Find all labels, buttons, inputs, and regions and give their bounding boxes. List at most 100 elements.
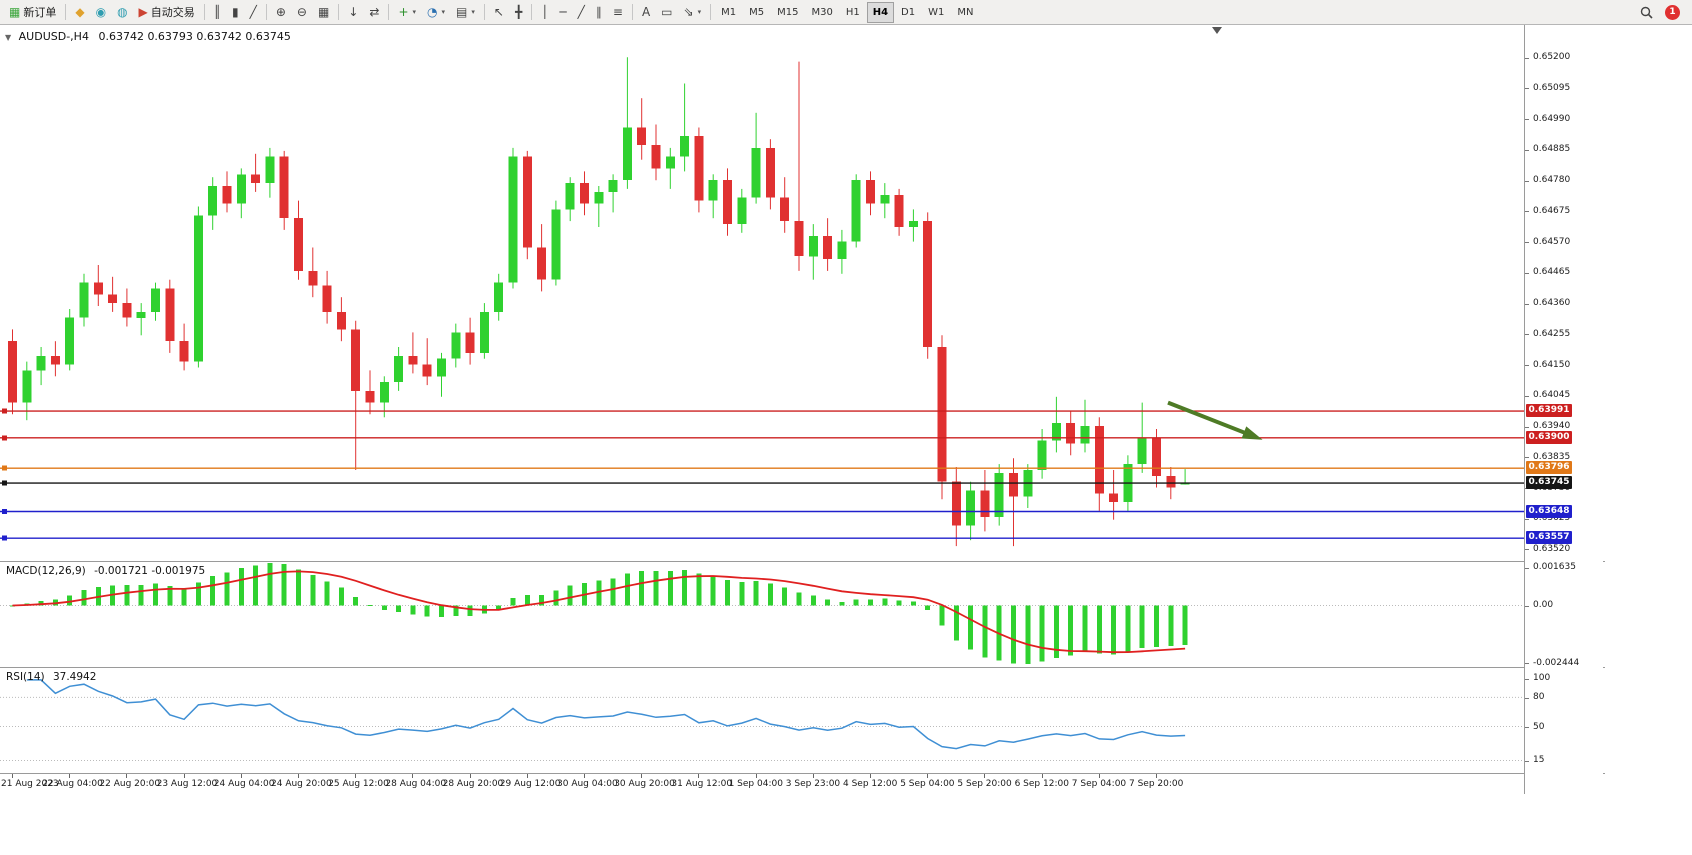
candlestick-mode-button[interactable]: ▮ — [227, 2, 244, 23]
axis-tick — [1525, 334, 1529, 336]
timeframe-m5-button[interactable]: M5 — [743, 2, 770, 23]
red-hline-lower[interactable] — [0, 435, 1524, 441]
period-button[interactable]: ◔ ▾ — [422, 2, 450, 23]
chart-shift-button[interactable]: ⇄ — [364, 2, 384, 23]
time-axis-label: 31 Aug 12:00 — [671, 779, 733, 789]
template-button[interactable]: ▤ ▾ — [451, 2, 480, 23]
price-axis-label: 0.64570 — [1533, 236, 1571, 247]
crosshair-button[interactable]: ╋ — [510, 2, 527, 23]
candle-body — [222, 186, 232, 204]
candle-body — [451, 332, 461, 359]
time-tick — [984, 774, 986, 778]
timeframe-h1-button[interactable]: H1 — [840, 2, 866, 23]
line-anchor-handle[interactable] — [2, 435, 7, 441]
timeframe-w1-button[interactable]: W1 — [922, 2, 950, 23]
cursor-button[interactable]: ↖ — [489, 2, 509, 23]
axis-tick — [1525, 727, 1529, 728]
timeframe-mn-button[interactable]: MN — [951, 2, 979, 23]
panel-separator[interactable] — [0, 773, 1605, 774]
search-icon — [1640, 6, 1653, 19]
line-anchor-handle[interactable] — [2, 509, 7, 514]
current-price-line[interactable] — [0, 480, 1524, 486]
time-tick — [412, 774, 414, 778]
bars-icon: ║ — [213, 5, 222, 19]
toolbar-separator — [203, 4, 205, 20]
profile-button[interactable]: ◉ — [91, 2, 111, 23]
rsi-scale-label: 50 — [1533, 721, 1545, 732]
trendline-button[interactable]: ╱ — [573, 2, 590, 23]
line-chart-mode-button[interactable]: ╱ — [245, 2, 262, 23]
text-tool-button[interactable]: A — [637, 2, 655, 23]
time-axis[interactable]: 21 Aug 2023 22 Aug 04:00 22 Aug 20:00 23 Au… — [0, 774, 1605, 794]
time-tick — [1098, 774, 1100, 778]
chart-shift-marker[interactable] — [1212, 27, 1222, 34]
price-axis-label: 0.63835 — [1533, 451, 1571, 462]
timeframe-h4-button[interactable]: H4 — [866, 1, 895, 23]
blue-hline-lower[interactable] — [0, 535, 1524, 541]
vertical-line-button[interactable]: │ — [536, 2, 553, 23]
time-tick — [698, 774, 700, 778]
trend-arrow-object[interactable] — [1167, 400, 1263, 440]
new-order-button[interactable]: ▦ 新订单 — [4, 2, 61, 23]
time-tick — [12, 774, 13, 778]
auto-scroll-button[interactable]: ↓ — [343, 2, 363, 23]
profile-icon: ◉ — [95, 5, 107, 19]
panel-separator[interactable] — [0, 667, 1605, 668]
blue-hline-upper[interactable] — [0, 509, 1524, 514]
red-hline-upper[interactable] — [0, 408, 1524, 414]
label-tool-button[interactable]: ▭ — [656, 2, 677, 23]
time-axis-label: 24 Aug 20:00 — [271, 779, 332, 789]
rsi-label: RSI(14) 37.4942 — [6, 671, 96, 683]
zoom-in-button[interactable]: ⊕ — [271, 2, 291, 23]
price-axis-label: 0.64045 — [1533, 390, 1571, 401]
candle-body — [22, 370, 32, 403]
equidistant-channel-button[interactable]: ∥ — [591, 2, 607, 23]
time-tick — [584, 774, 585, 778]
macd-panel[interactable]: MACD(12,26,9) -0.001721 -0.001975 — [0, 562, 1524, 667]
price-axis[interactable]: 0.65200 0.65095 0.64990 0.64885 0.64780 0.646… — [1525, 25, 1603, 794]
axis-tick — [1525, 760, 1529, 762]
axis-tick — [1525, 567, 1529, 569]
rsi-panel[interactable]: RSI(14) 37.4942 — [0, 668, 1524, 773]
candle-body — [923, 221, 933, 347]
axis-tick — [1525, 549, 1529, 551]
horizontal-line-button[interactable]: ─ — [554, 2, 571, 23]
new-chart-button[interactable]: + ▾ — [393, 2, 421, 23]
crosshair-icon: ╋ — [514, 5, 523, 19]
macd-values: -0.001721 -0.001975 — [94, 565, 206, 577]
line-anchor-handle[interactable] — [2, 480, 7, 486]
dropdown-caret-icon: ▾ — [697, 8, 702, 16]
timeframe-m15-button[interactable]: M15 — [771, 2, 804, 23]
fibonacci-icon: ≡ — [612, 5, 623, 19]
zoom-out-button[interactable]: ⊖ — [292, 2, 312, 23]
candle-body — [251, 174, 261, 184]
candle-body — [93, 282, 103, 295]
search-button[interactable] — [1635, 2, 1658, 23]
line-anchor-handle[interactable] — [2, 408, 7, 414]
time-axis-label: 30 Aug 04:00 — [557, 779, 618, 789]
tile-windows-button[interactable]: ▦ — [313, 2, 334, 23]
panel-separator[interactable] — [0, 561, 1605, 562]
charts-gallery-button[interactable]: ◆ — [70, 2, 89, 23]
candle-body — [622, 127, 632, 181]
rsi-name: RSI(14) — [6, 671, 45, 683]
line-anchor-handle[interactable] — [2, 535, 7, 541]
timeframe-m1-button[interactable]: M1 — [715, 2, 742, 23]
timeframe-d1-button[interactable]: D1 — [895, 2, 921, 23]
line-anchor-handle[interactable] — [2, 465, 7, 471]
timeframe-m30-button[interactable]: M30 — [805, 2, 838, 23]
symbol-caret-icon[interactable]: ▼ — [5, 33, 12, 42]
fibonacci-button[interactable]: ≡ — [608, 2, 628, 23]
diamond-icon: ◆ — [75, 5, 85, 19]
community-button[interactable]: ◍ — [112, 2, 132, 23]
orange-hline[interactable] — [0, 465, 1524, 471]
price-axis-label: 0.63520 — [1533, 543, 1571, 554]
dropdown-caret-icon: ▾ — [441, 8, 446, 16]
axis-tick — [1525, 180, 1529, 182]
price-chart-panel[interactable]: ▼ AUDUSD-,H4 0.63742 0.63793 0.63742 0.6… — [0, 25, 1524, 561]
axis-tick — [1525, 303, 1529, 305]
notification-badge[interactable]: 1 — [1665, 4, 1680, 20]
arrows-tool-button[interactable]: ⇘ ▾ — [679, 2, 707, 23]
algo-trading-button[interactable]: ▶ 自动交易 — [134, 2, 200, 23]
bar-chart-mode-button[interactable]: ║ — [209, 2, 226, 23]
